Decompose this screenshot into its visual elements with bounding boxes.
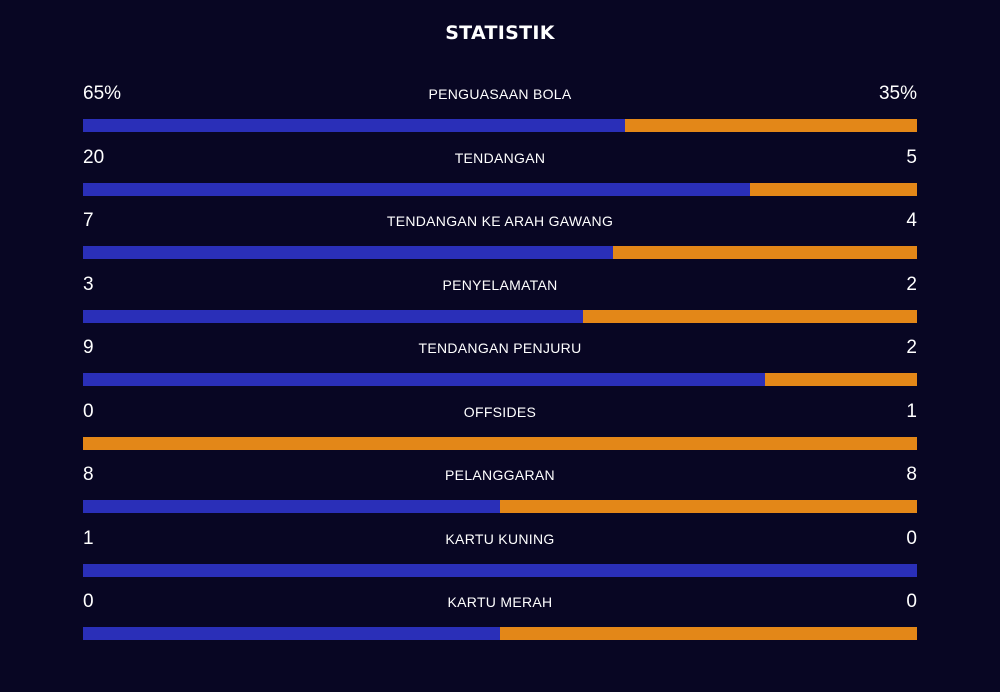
stat-header: 7 TENDANGAN KE ARAH GAWANG 4 (83, 207, 917, 235)
comparison-bar (83, 373, 917, 386)
stat-label: PELANGGARAN (445, 467, 555, 483)
comparison-bar (83, 119, 917, 132)
stat-row: 20 TENDANGAN 5 (83, 144, 917, 208)
stat-row: 3 PENYELAMATAN 2 (83, 271, 917, 335)
stat-label: KARTU MERAH (447, 594, 553, 610)
away-bar-segment (625, 119, 917, 132)
home-bar-segment (83, 627, 500, 640)
away-bar-segment (750, 182, 917, 196)
stat-row: 7 TENDANGAN KE ARAH GAWANG 4 (83, 207, 917, 271)
stat-header: 20 TENDANGAN 5 (83, 144, 917, 172)
stat-row: 65% PENGUASAAN BOLA 35% (83, 80, 917, 144)
stat-label: OFFSIDES (463, 403, 537, 420)
stat-label: PENYELAMATAN (442, 276, 558, 293)
comparison-bar (83, 500, 917, 513)
comparison-bar (83, 246, 917, 259)
home-value: 1 (83, 527, 94, 549)
home-value: 0 (83, 591, 94, 612)
away-bar-segment (613, 246, 917, 259)
away-value: 5 (906, 146, 917, 168)
comparison-bar (83, 436, 917, 450)
stat-label: TENDANGAN PENJURU (418, 340, 582, 356)
home-value: 9 (83, 337, 94, 358)
away-value: 0 (906, 591, 917, 612)
home-bar-segment (83, 500, 500, 513)
away-bar-segment (83, 436, 917, 450)
away-bar-segment (500, 627, 917, 640)
stats-list: 65% PENGUASAAN BOLA 35% 20 TENDANGAN 5 7 TENDAN… (83, 80, 917, 652)
home-bar-segment (83, 309, 584, 323)
away-value: 2 (906, 273, 917, 295)
away-value: 2 (906, 337, 917, 358)
away-value: 8 (906, 464, 917, 485)
away-bar-segment (500, 500, 917, 513)
home-bar-segment (83, 182, 751, 196)
stat-row: 0 OFFSIDES 1 (83, 398, 917, 462)
home-value: 8 (83, 464, 94, 485)
stat-label: KARTU KUNING (445, 530, 555, 547)
stat-label: PENGUASAAN BOLA (428, 86, 572, 102)
comparison-bar (83, 627, 917, 640)
stat-label: TENDANGAN KE ARAH GAWANG (386, 213, 614, 229)
away-value: 1 (906, 400, 917, 422)
home-value: 3 (83, 273, 94, 295)
stat-header: 9 TENDANGAN PENJURU 2 (83, 334, 917, 362)
home-value: 65% (83, 83, 122, 104)
stat-header: 3 PENYELAMATAN 2 (83, 271, 917, 299)
home-value: 20 (83, 146, 105, 168)
stat-header: 0 OFFSIDES 1 (83, 398, 917, 426)
stat-label: TENDANGAN (454, 149, 546, 166)
home-value: 7 (83, 210, 94, 231)
home-bar-segment (83, 373, 766, 386)
away-value: 35% (878, 83, 917, 104)
away-bar-segment (583, 309, 917, 323)
stat-row: 9 TENDANGAN PENJURU 2 (83, 334, 917, 398)
comparison-bar (83, 182, 917, 196)
home-value: 0 (83, 400, 94, 422)
stat-header: 65% PENGUASAAN BOLA 35% (83, 80, 917, 108)
stat-header: 8 PELANGGARAN 8 (83, 461, 917, 489)
home-bar-segment (83, 119, 626, 132)
home-bar-segment (83, 563, 917, 577)
comparison-bar (83, 563, 917, 577)
away-value: 0 (906, 527, 917, 549)
stat-header: 1 KARTU KUNING 0 (83, 525, 917, 553)
stat-row: 8 PELANGGARAN 8 (83, 461, 917, 525)
stat-header: 0 KARTU MERAH 0 (83, 588, 917, 616)
comparison-bar (83, 309, 917, 323)
stat-row: 1 KARTU KUNING 0 (83, 525, 917, 589)
home-bar-segment (83, 246, 614, 259)
away-value: 4 (906, 210, 917, 231)
stat-row: 0 KARTU MERAH 0 (83, 588, 917, 652)
stats-title: STATISTIK (445, 22, 555, 44)
away-bar-segment (765, 373, 917, 386)
